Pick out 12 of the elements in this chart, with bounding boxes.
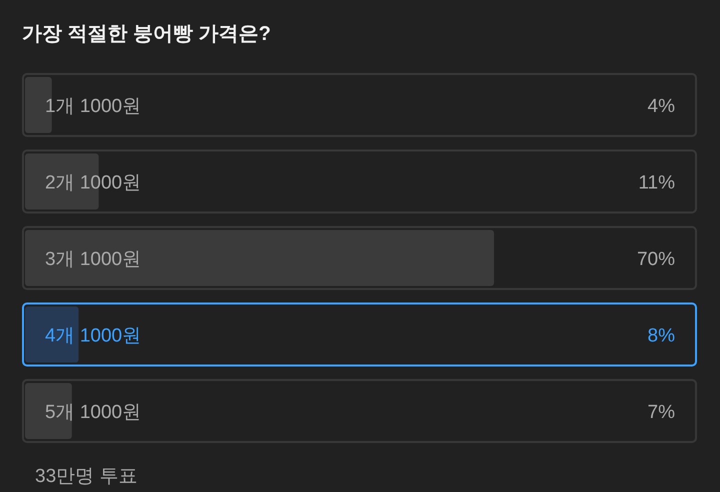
- data-label: 70%: [636, 249, 676, 270]
- chart-title: 가장 적절한 붕어빵 가격은?: [22, 23, 271, 45]
- y-tick-label: 5개 1000원: [45, 402, 142, 423]
- text: 33만명 투표: [35, 466, 138, 487]
- data-label: 7%: [648, 402, 676, 423]
- data-label: 11%: [638, 172, 676, 194]
- y-tick-label: 3개 1000원: [45, 249, 142, 270]
- y-tick-label: 2개 1000원: [45, 172, 142, 194]
- data-label: 4%: [648, 96, 676, 117]
- y-tick-label: 1개 1000원: [45, 96, 142, 117]
- data-label: 8%: [648, 326, 676, 346]
- y-tick-label: 4개 1000원: [45, 326, 142, 346]
